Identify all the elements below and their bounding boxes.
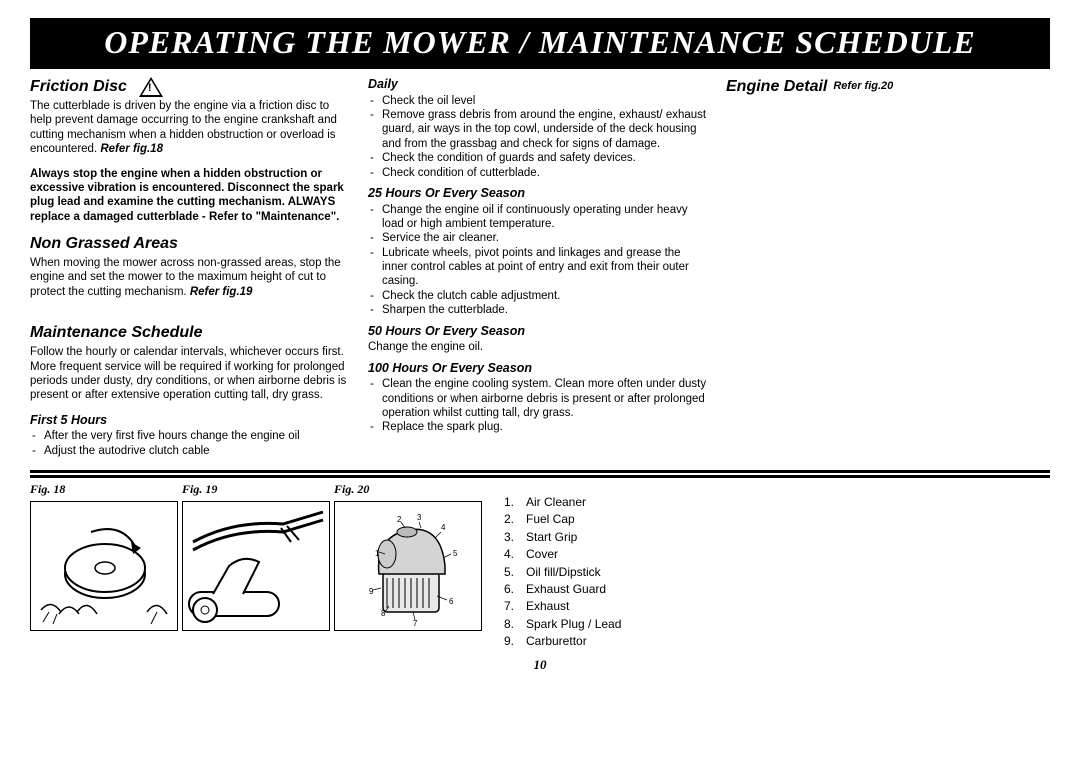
list-item: Change the engine oil if continuously op… — [368, 203, 708, 232]
list-item: Sharpen the cutterblade. — [368, 303, 708, 317]
list-item: Check the condition of guards and safety… — [368, 151, 708, 165]
heading-daily: Daily — [368, 77, 708, 93]
part-item: 1.Air Cleaner — [504, 494, 621, 511]
svg-text:1: 1 — [375, 549, 380, 558]
fig18-image — [30, 501, 178, 631]
page-title: OPERATING THE MOWER / MAINTENANCE SCHEDU… — [30, 18, 1050, 69]
part-item: 6.Exhaust Guard — [504, 581, 621, 598]
page-number: 10 — [30, 657, 1050, 673]
heading-maintenance: Maintenance Schedule — [30, 323, 350, 343]
content-columns: Friction Disc ! The cutterblade is drive… — [30, 77, 1050, 458]
fig-label: Fig. 19 — [182, 482, 330, 497]
fig-label: Fig. 20 — [334, 482, 482, 497]
h50-body: Change the engine oil. — [368, 340, 708, 354]
list-item: Check condition of cutterblade. — [368, 166, 708, 180]
friction-warning-text: Always stop the engine when a hidden obs… — [30, 167, 350, 225]
first5-list: After the very first five hours change t… — [30, 429, 350, 458]
h100-list: Clean the engine cooling system. Clean m… — [368, 377, 708, 435]
part-item: 4.Cover — [504, 546, 621, 563]
svg-text:9: 9 — [369, 587, 374, 596]
list-item: Check the oil level — [368, 94, 708, 108]
heading-friction-disc: Friction Disc ! — [30, 77, 350, 97]
figure-20: Fig. 20 1 2 3 4 5 6 7 — [334, 482, 482, 631]
list-item: Lubricate wheels, pivot points and linka… — [368, 246, 708, 289]
part-item: 5.Oil fill/Dipstick — [504, 564, 621, 581]
fig20-image: 1 2 3 4 5 6 7 8 9 — [334, 501, 482, 631]
list-item: Service the air cleaner. — [368, 231, 708, 245]
list-item: Replace the spark plug. — [368, 420, 708, 434]
daily-list: Check the oil level Remove grass debris … — [368, 94, 708, 180]
fig-label: Fig. 18 — [30, 482, 178, 497]
list-item: Check the clutch cable adjustment. — [368, 289, 708, 303]
list-item: After the very first five hours change t… — [30, 429, 350, 443]
column-1: Friction Disc ! The cutterblade is drive… — [30, 77, 350, 458]
figure-18: Fig. 18 — [30, 482, 178, 631]
svg-text:3: 3 — [417, 513, 422, 522]
friction-body: The cutterblade is driven by the engine … — [30, 99, 350, 157]
column-3: Engine Detail Refer fig.20 — [726, 77, 1050, 458]
part-item: 2.Fuel Cap — [504, 511, 621, 528]
heading-25h: 25 Hours Or Every Season — [368, 186, 708, 202]
maintenance-body: Follow the hourly or calendar intervals,… — [30, 345, 350, 403]
part-item: 9.Carburettor — [504, 633, 621, 650]
parts-list: 1.Air Cleaner 2.Fuel Cap 3.Start Grip 4.… — [486, 482, 621, 651]
column-2: Daily Check the oil level Remove grass d… — [368, 77, 708, 458]
svg-text:8: 8 — [381, 609, 386, 618]
h25-list: Change the engine oil if continuously op… — [368, 203, 708, 318]
figure-19: Fig. 19 — [182, 482, 330, 631]
fig19-image — [182, 501, 330, 631]
svg-text:5: 5 — [453, 549, 458, 558]
list-item: Remove grass debris from around the engi… — [368, 108, 708, 151]
part-item: 8.Spark Plug / Lead — [504, 616, 621, 633]
list-item: Clean the engine cooling system. Clean m… — [368, 377, 708, 420]
list-item: Adjust the autodrive clutch cable — [30, 444, 350, 458]
heading-first5: First 5 Hours — [30, 413, 350, 429]
svg-text:6: 6 — [449, 597, 454, 606]
section-divider — [30, 470, 1050, 478]
heading-text: Friction Disc — [30, 77, 127, 97]
part-item: 3.Start Grip — [504, 529, 621, 546]
heading-100h: 100 Hours Or Every Season — [368, 361, 708, 377]
svg-text:7: 7 — [413, 619, 418, 628]
svg-text:4: 4 — [441, 523, 446, 532]
heading-non-grassed: Non Grassed Areas — [30, 234, 350, 254]
nongrass-body: When moving the mower across non-grassed… — [30, 256, 350, 299]
figure-row: Fig. 18 Fig. 19 — [30, 482, 1050, 651]
heading-50h: 50 Hours Or Every Season — [368, 324, 708, 340]
heading-engine-detail: Engine Detail Refer fig.20 — [726, 77, 1050, 97]
part-item: 7.Exhaust — [504, 598, 621, 615]
warning-icon: ! — [139, 77, 163, 97]
